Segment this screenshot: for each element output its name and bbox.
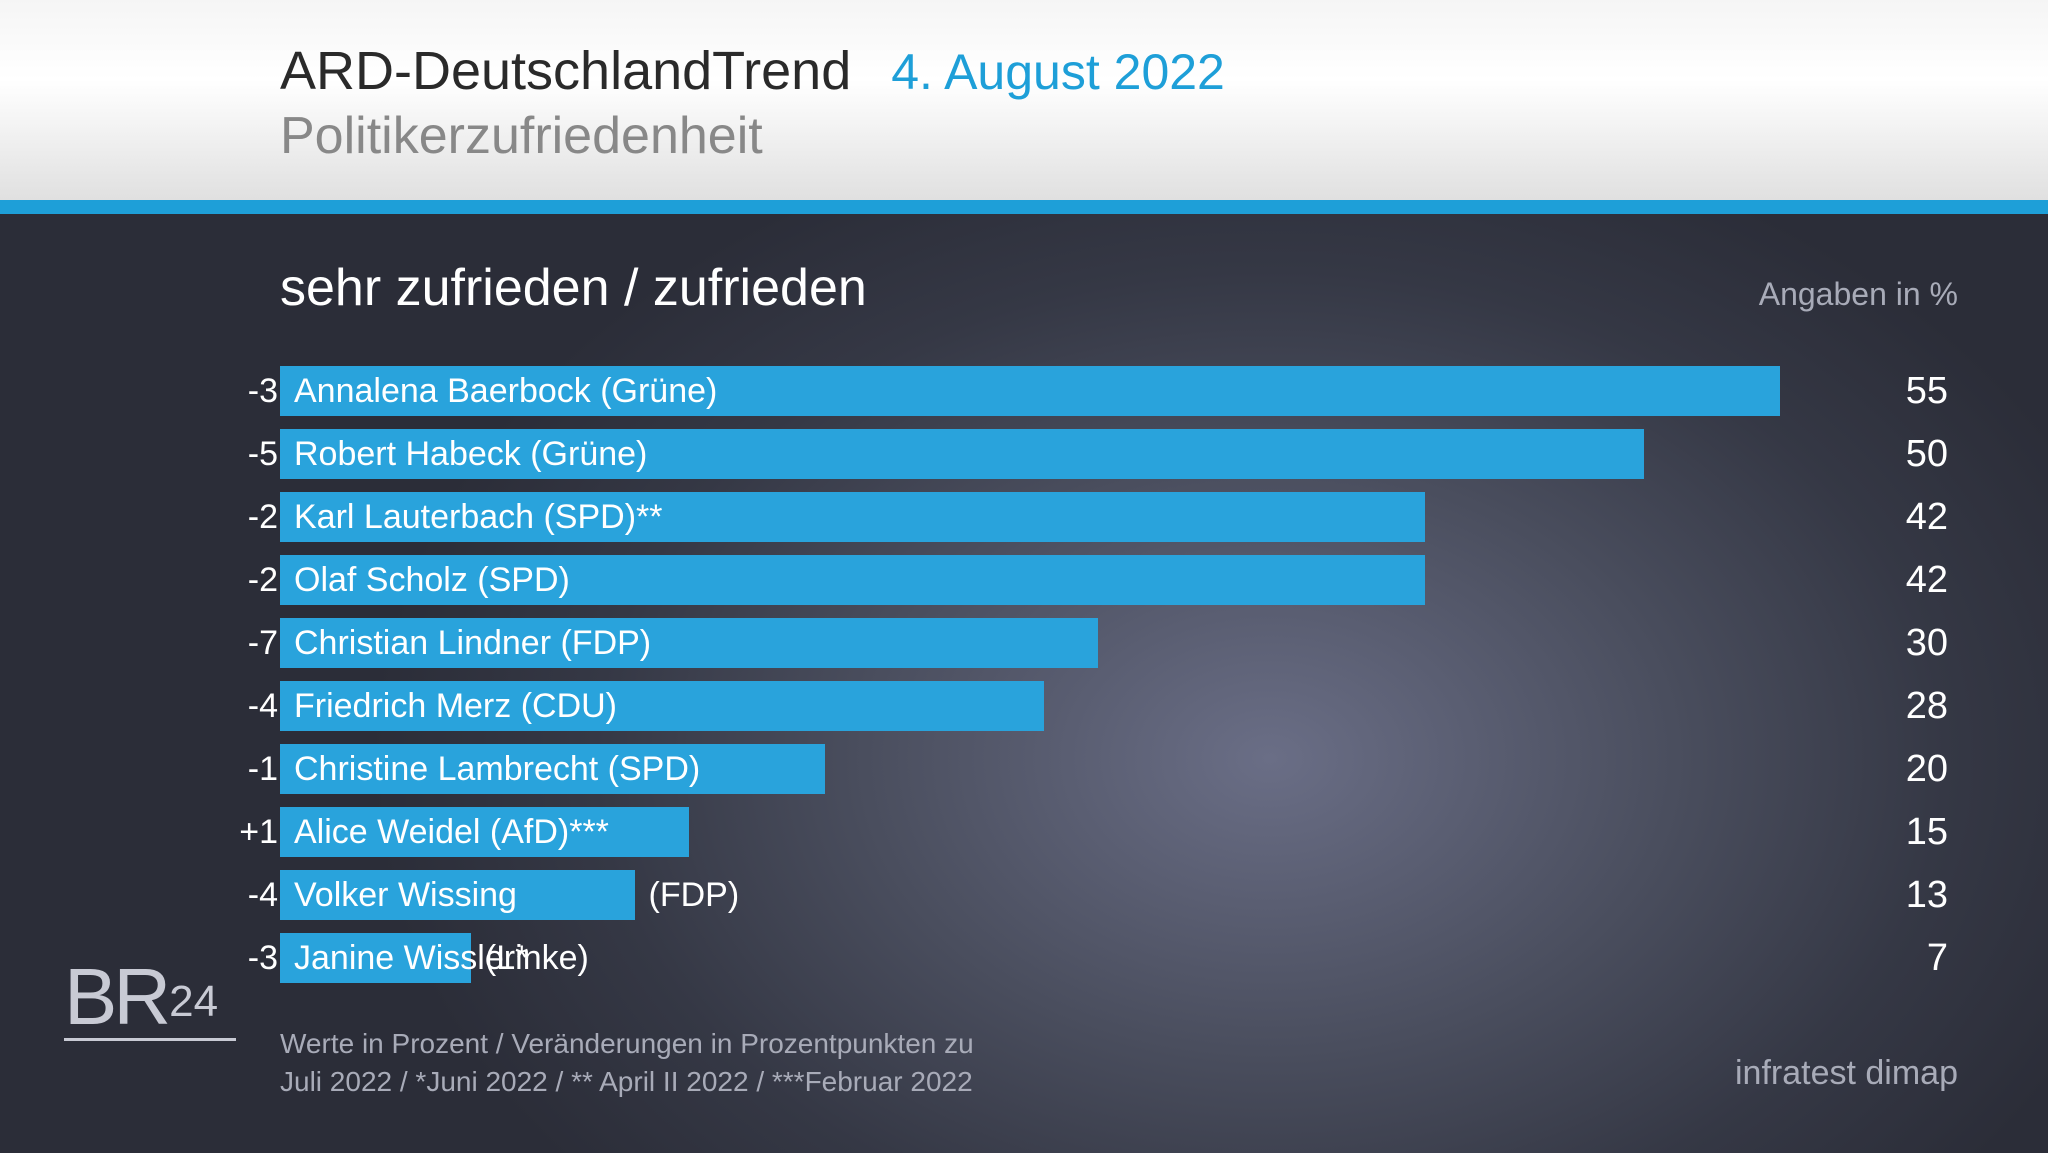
chart-header: sehr zufrieden / zufrieden Angaben in % (280, 258, 1958, 318)
source-credit: infratest dimap (1735, 1054, 1958, 1093)
bar: Karl Lauterbach (SPD)** (280, 492, 1425, 542)
bar-value: 13 (1798, 870, 1948, 920)
bar-row: -3Janine Wissler*(Linke)7 (280, 933, 1958, 983)
bar-track: Christine Lambrecht (SPD)20 (280, 744, 1780, 794)
bar-row: -4Friedrich Merz (CDU)28 (280, 681, 1958, 731)
br24-logo: BR 24 (64, 966, 234, 1041)
bar-value: 42 (1798, 492, 1948, 542)
chart-question: sehr zufrieden / zufrieden (280, 258, 867, 318)
delta-value: -4 (218, 681, 278, 731)
footnote: Werte in Prozent / Veränderungen in Proz… (280, 1025, 974, 1101)
bar: Friedrich Merz (CDU) (280, 681, 1044, 731)
delta-value: -4 (218, 870, 278, 920)
bar-track: Janine Wissler*(Linke)7 (280, 933, 1780, 983)
bar: Annalena Baerbock (Grüne) (280, 366, 1780, 416)
bar-track: Robert Habeck (Grüne)50 (280, 429, 1780, 479)
poll-infographic: ARD-DeutschlandTrend 4. August 2022 Poli… (0, 0, 2048, 1153)
bar-row: -2Olaf Scholz (SPD)42 (280, 555, 1958, 605)
bar-value: 50 (1798, 429, 1948, 479)
bar-label: Alice Weidel (AfD)*** (294, 813, 609, 852)
delta-value: -1 (218, 744, 278, 794)
bar-row: -5Robert Habeck (Grüne)50 (280, 429, 1958, 479)
delta-value: -2 (218, 492, 278, 542)
bar-label: Christine Lambrecht (SPD) (294, 750, 700, 789)
survey-title: ARD-DeutschlandTrend (280, 40, 851, 102)
bar: Janine Wissler* (280, 933, 471, 983)
bar-value: 15 (1798, 807, 1948, 857)
logo-br-text: BR (64, 966, 167, 1028)
delta-value: -3 (218, 366, 278, 416)
chart-body: sehr zufrieden / zufrieden Angaben in % … (0, 214, 2048, 1153)
delta-value: +1 (218, 807, 278, 857)
logo-24-text: 24 (169, 980, 218, 1024)
bar: Christine Lambrecht (SPD) (280, 744, 825, 794)
bar-value: 30 (1798, 618, 1948, 668)
bar-label: Friedrich Merz (CDU) (294, 687, 617, 726)
bar-row: +1Alice Weidel (AfD)***15 (280, 807, 1958, 857)
bar-value: 42 (1798, 555, 1948, 605)
bar: Olaf Scholz (SPD) (280, 555, 1425, 605)
delta-value: -7 (218, 618, 278, 668)
party-label-overflow: (Linke) (471, 933, 589, 983)
bar-value: 20 (1798, 744, 1948, 794)
bar-row: -2Karl Lauterbach (SPD)**42 (280, 492, 1958, 542)
bar-track: Olaf Scholz (SPD)42 (280, 555, 1780, 605)
header: ARD-DeutschlandTrend 4. August 2022 Poli… (0, 0, 2048, 200)
bar-track: Karl Lauterbach (SPD)**42 (280, 492, 1780, 542)
bar-track: Friedrich Merz (CDU)28 (280, 681, 1780, 731)
bar-track: Volker Wissing(FDP)13 (280, 870, 1780, 920)
bar-track: Christian Lindner (FDP)30 (280, 618, 1780, 668)
bar-value: 55 (1798, 366, 1948, 416)
bar: Volker Wissing (280, 870, 635, 920)
bar-row: -3Annalena Baerbock (Grüne)55 (280, 366, 1958, 416)
bar-track: Annalena Baerbock (Grüne)55 (280, 366, 1780, 416)
bar-value: 7 (1798, 933, 1948, 983)
header-title-row: ARD-DeutschlandTrend 4. August 2022 (280, 40, 2048, 102)
bar-row: -1Christine Lambrecht (SPD)20 (280, 744, 1958, 794)
party-label-overflow: (FDP) (635, 870, 740, 920)
bar: Robert Habeck (Grüne) (280, 429, 1644, 479)
accent-strip (0, 200, 2048, 214)
bar-label: Volker Wissing (294, 876, 517, 915)
survey-date: 4. August 2022 (891, 43, 1225, 101)
bar-row: -7Christian Lindner (FDP)30 (280, 618, 1958, 668)
survey-subtitle: Politikerzufriedenheit (280, 106, 2048, 166)
bar-row: -4Volker Wissing(FDP)13 (280, 870, 1958, 920)
footnote-line-1: Werte in Prozent / Veränderungen in Proz… (280, 1025, 974, 1063)
bar-label: Karl Lauterbach (SPD)** (294, 498, 663, 537)
bar-label: Annalena Baerbock (Grüne) (294, 372, 717, 411)
bar: Christian Lindner (FDP) (280, 618, 1098, 668)
bar: Alice Weidel (AfD)*** (280, 807, 689, 857)
bar-rows: -3Annalena Baerbock (Grüne)55-5Robert Ha… (280, 366, 1958, 983)
delta-value: -5 (218, 429, 278, 479)
footnote-line-2: Juli 2022 / *Juni 2022 / ** April II 202… (280, 1063, 974, 1101)
bar-label: Olaf Scholz (SPD) (294, 561, 570, 600)
bar-value: 28 (1798, 681, 1948, 731)
delta-value: -2 (218, 555, 278, 605)
bar-label: Robert Habeck (Grüne) (294, 435, 647, 474)
bar-label: Christian Lindner (FDP) (294, 624, 651, 663)
chart-unit: Angaben in % (1759, 276, 1958, 313)
bar-track: Alice Weidel (AfD)***15 (280, 807, 1780, 857)
